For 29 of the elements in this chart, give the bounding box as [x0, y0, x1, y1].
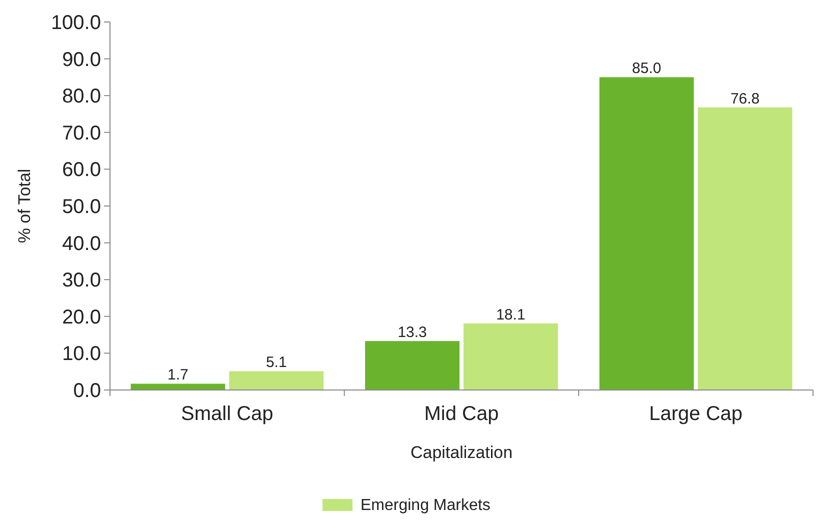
y-tick-label: 10.0 — [62, 343, 101, 366]
y-tick-label: 0.0 — [73, 380, 101, 402]
y-tick-label: 20.0 — [62, 306, 101, 328]
bar — [698, 107, 792, 390]
data-label: 5.1 — [266, 354, 287, 372]
legend-label: Emerging Markets — [360, 497, 490, 514]
data-label: 1.7 — [168, 366, 188, 384]
y-tick-label: 40.0 — [62, 232, 101, 255]
data-label: 18.1 — [496, 306, 526, 324]
x-tick-label: Small Cap — [181, 403, 274, 425]
y-tick-label: 30.0 — [62, 270, 101, 292]
data-label: 76.8 — [730, 90, 760, 108]
x-tick-label: Mid Cap — [424, 403, 499, 425]
y-tick-label: 90.0 — [62, 48, 101, 71]
y-tick-label: 70.0 — [62, 122, 101, 144]
y-tick-label: 60.0 — [62, 159, 101, 182]
bar — [464, 323, 558, 390]
y-axis-title: % of Total — [15, 168, 34, 244]
y-tick-label: 50.0 — [62, 196, 101, 218]
x-axis-title: Capitalization — [410, 443, 513, 462]
x-tick-label: Large Cap — [649, 403, 743, 425]
bar — [365, 341, 460, 390]
bar — [130, 384, 226, 390]
bar — [599, 77, 694, 390]
data-label: 13.3 — [398, 324, 427, 342]
bar — [229, 371, 324, 390]
data-label: 85.0 — [632, 60, 662, 78]
y-tick-label: 80.0 — [62, 86, 101, 108]
y-tick-label: 100.0 — [50, 12, 101, 34]
